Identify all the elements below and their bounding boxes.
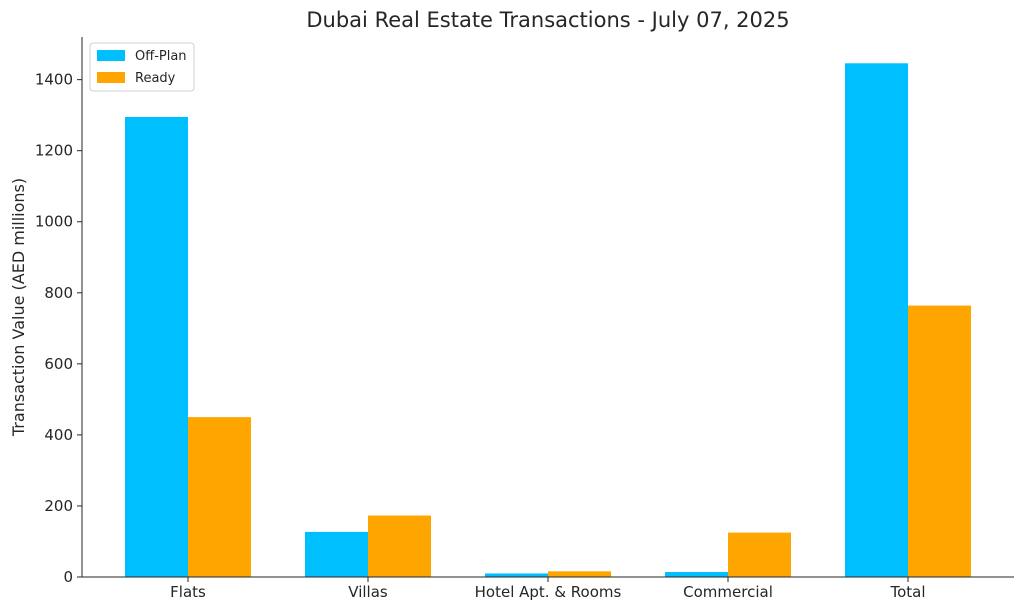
x-tick-label: Villas	[348, 583, 388, 601]
bar-off-plan	[125, 116, 188, 578]
x-tick-label: Total	[889, 583, 925, 601]
x-tick-label: Flats	[170, 583, 206, 601]
bar-off-plan	[305, 531, 368, 577]
bar-off-plan	[845, 63, 908, 577]
y-axis-title: Transaction Value (AED millions)	[9, 178, 28, 437]
legend: Off-Plan Ready	[89, 42, 195, 92]
legend-label-ready: Ready	[135, 71, 176, 86]
y-tick-label: 1400	[35, 71, 73, 89]
y-tick-label: 1200	[35, 142, 73, 160]
y-tick-label: 400	[44, 426, 73, 444]
bar-off-plan	[665, 572, 728, 577]
bar-ready	[548, 571, 611, 577]
y-tick-label: 600	[44, 355, 73, 373]
legend-swatch-ready	[97, 72, 125, 83]
plot-area: 0 200 400 600 800 1000 1200 1400 Flats Villas Hote…	[35, 63, 971, 601]
bar-ready	[728, 532, 791, 577]
legend-label-off-plan: Off-Plan	[135, 49, 187, 64]
y-tick-label: 200	[44, 497, 73, 515]
bar-ready	[368, 515, 431, 577]
y-tick-label: 0	[63, 568, 73, 586]
bar-ready	[188, 417, 251, 577]
x-tick-label: Commercial	[683, 583, 773, 601]
legend-swatch-off-plan	[97, 50, 125, 61]
y-tick-label: 800	[44, 284, 73, 302]
bar-ready	[908, 305, 971, 577]
x-tick-label: Hotel Apt. & Rooms	[475, 583, 622, 601]
bar-off-plan	[485, 573, 548, 577]
chart-title: Dubai Real Estate Transactions - July 07…	[306, 8, 789, 32]
y-tick-label: 1000	[35, 213, 73, 231]
